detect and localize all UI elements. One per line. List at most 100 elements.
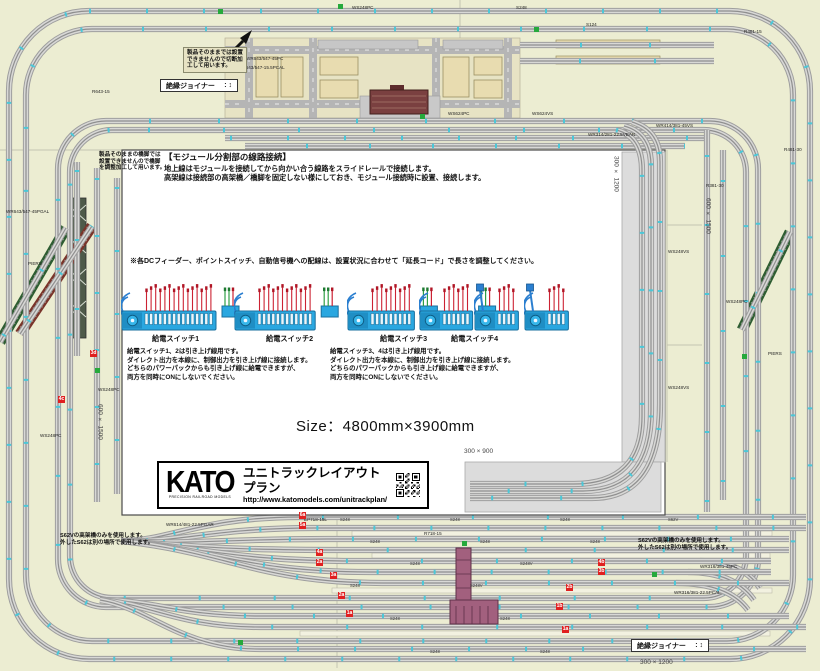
feeder-number-badge: 4a: [316, 549, 323, 556]
annotation-note: 製品そのままの橋脚では 設置できませんので橋脚 を調整加工して用います。: [99, 152, 165, 172]
plan-url[interactable]: http://www.katomodels.com/unitrackplan/: [243, 494, 388, 504]
note-line: 設置できませんので橋脚: [99, 158, 161, 165]
feeder-note: ※各DCフィーダー、ポイントスイッチ、自動信号機への配線は、設置状況に合わせて「…: [130, 258, 539, 265]
track-part-label: R481-15: [744, 29, 762, 34]
switch-caption-2: 給電スイッチ2: [266, 334, 314, 343]
power-switch-graphic: [119, 284, 240, 331]
annotation-note: 製品そのままでは設置 できませんので切断加 工して用います。: [183, 47, 247, 74]
turnout-machine-marker: [95, 368, 100, 373]
track-part-label: WR643/547-45PC: [246, 56, 284, 61]
power-switch-illustration: [522, 282, 573, 341]
para-line: ダイレクト出力を本線に、制御出力を引き上げ線に接続します。: [127, 356, 312, 364]
track-part-label: PIERS: [28, 261, 42, 266]
track-part-label: S248: [430, 649, 440, 654]
track-part-label: WR414/381-45VS: [656, 123, 694, 128]
turnout-machine-marker: [652, 572, 657, 577]
track-part-label: WR316/381-22.5PCAL: [674, 590, 721, 595]
note-line: できませんので切断加: [187, 56, 243, 63]
power-switch-graphic: [232, 284, 339, 331]
track-part-label: WS624PC: [448, 111, 470, 116]
note-line: S62Vの高架橋のみを使用します。: [60, 533, 146, 539]
plan-title: ユニトラックレイアウトプラン: [243, 466, 381, 495]
feeder-number-badge: 4c: [58, 396, 65, 403]
kato-tagline: PRECISION RAILROAD MODELS: [168, 494, 232, 499]
feeder-number-badge: 2a: [338, 592, 345, 599]
module-size-label: 300 × 1200: [612, 156, 620, 192]
annotation-note: S62Vの高架橋のみを使用します。 外したS62は別の場所で使用します。: [60, 533, 153, 546]
track-part-label: WS624VS: [532, 111, 554, 116]
para-line: どちらのパワーパックからも引き上げ線に給電できますが、: [330, 365, 503, 373]
layout-size-label: Size：4800mm×3900mm: [296, 418, 475, 435]
track-part-label: S248: [560, 517, 570, 522]
para-line: どちらのパワーパックからも引き上げ線に給電できますが、: [127, 365, 300, 373]
turnout-machine-marker: [462, 541, 467, 546]
power-switch-illustration: [417, 282, 500, 341]
note-line: 製品そのままの橋脚では: [99, 152, 161, 158]
switch-paragraph-right: 給電スイッチ3、4は引き上げ線用です。 ダイレクト出力を本線に、制御出力を引き上…: [330, 348, 515, 383]
track-part-label: WS248VS: [668, 385, 690, 390]
power-switch-graphic: [417, 284, 497, 331]
track-part-label: R381-30: [706, 183, 724, 188]
track-part-label: S248: [370, 539, 380, 544]
track-part-label: WS248PC: [98, 387, 120, 392]
track-part-label: WR614/481-22.5PGAR: [166, 522, 214, 527]
legend-label: 絶縁ジョイナー: [166, 82, 215, 90]
track-part-label: WR643/547-45PGAL: [6, 209, 50, 214]
track-part-label: S248: [516, 5, 527, 10]
panel-heading: 【モジュール分割部の線路接続】: [164, 152, 291, 162]
turnout-machine-marker: [742, 354, 747, 359]
track-part-label: S124: [586, 22, 597, 27]
switch-caption-1: 給電スイッチ1: [152, 334, 200, 343]
track-part-label: S62V: [668, 517, 679, 522]
track-part-label: S248: [480, 539, 490, 544]
feeder-number-badge: 4b: [598, 559, 605, 566]
feeder-number-badge: 6a: [299, 512, 306, 519]
kato-wordmark: KATO: [166, 465, 236, 499]
switch-caption-3: 給電スイッチ3: [380, 334, 428, 343]
track-part-label: S248: [350, 583, 360, 588]
track-part-label: S248: [590, 539, 600, 544]
para-line: 給電スイッチ1、2は引き上げ線用です。: [127, 348, 243, 355]
para-line: 両方を同時にONにしないでください。: [330, 373, 442, 381]
module-size-label: 300 × 1200: [640, 659, 673, 666]
switch-paragraph-left: 給電スイッチ1、2は引き上げ線用です。 ダイレクト出力を本線に、制御出力を引き上…: [127, 348, 312, 383]
track-part-label: S248: [540, 649, 550, 654]
turnout-machine-marker: [534, 27, 539, 32]
feeder-number-badge: 2b: [566, 584, 573, 591]
track-part-label: S248: [500, 616, 510, 621]
note-line: 外したS62は別の場所で使用します。: [638, 544, 732, 551]
track-part-label: S248: [450, 517, 460, 522]
note-line: 外したS62は別の場所で使用します。: [60, 539, 154, 546]
power-switch-graphic: [522, 283, 569, 331]
track-part-label: WS248PC: [352, 5, 374, 10]
track-part-label: PIERS: [768, 351, 782, 356]
qr-code-icon: [396, 473, 420, 497]
module-size-label: 300 × 900: [464, 448, 494, 455]
track-part-label: R481-30: [784, 147, 802, 152]
track-part-label: WS248VS: [668, 249, 690, 254]
turnout-machine-marker: [218, 9, 223, 14]
feeder-number-badge: 3a: [330, 572, 337, 579]
panel-body-line: 高架線は接続部の高架橋／橋脚を固定しない様にしておき、モジュール接続時に設置、接…: [164, 173, 486, 182]
note-line: 工して用います。: [187, 63, 232, 70]
module-size-label: 600 × 1500: [704, 198, 712, 234]
track-part-label: S248V: [470, 583, 483, 588]
logo-title-block: ユニトラックレイアウトプラン http://www.katomodels.com…: [243, 466, 387, 504]
para-line: 両方を同時にONにしないでください。: [127, 373, 239, 381]
kato-brand: KATO PRECISION RAILROAD MODELS: [166, 465, 236, 499]
track-part-label: WR643/547-15.5PCAL: [238, 65, 285, 70]
para-line: ダイレクト出力を本線に、制御出力を引き上げ線に接続します。: [330, 356, 515, 364]
power-switch-illustration: [472, 282, 523, 341]
feeder-number-badge: 5a: [299, 522, 306, 529]
track-part-label: WS248PC: [726, 299, 748, 304]
power-switch-illustration: [119, 282, 243, 341]
track-part-label: S248: [390, 616, 400, 621]
track-part-label: R643-15: [92, 89, 110, 94]
track-part-label: S248: [410, 561, 420, 566]
track-part-label: WR314/281-22.5VBAR: [588, 132, 636, 137]
track-part-label: S248V: [520, 561, 533, 566]
turnout-machine-marker: [338, 4, 343, 9]
track-part-label: WR316/381-45PC: [700, 564, 738, 569]
